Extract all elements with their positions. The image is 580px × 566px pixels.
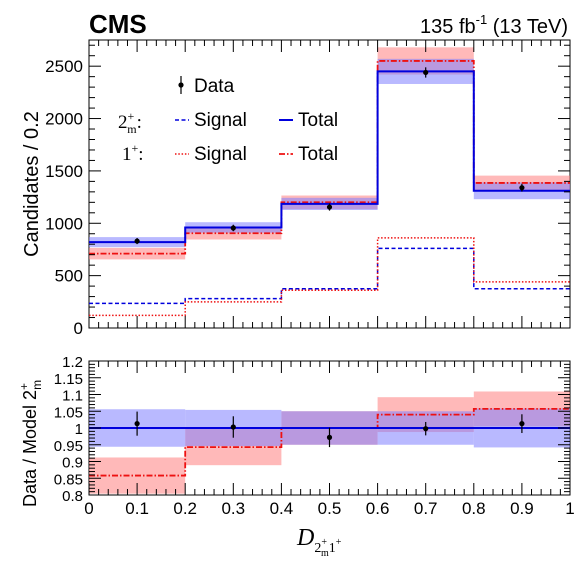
top-y-axis-title: Candidates / 0.2 (21, 111, 43, 257)
bot-y-tick-label-5: 1.05 (54, 404, 83, 421)
legend-2m-signal-label: Signal (194, 110, 247, 131)
bot-y-tick-label-4: 1 (75, 421, 83, 438)
legend-row1-sub: m (127, 122, 137, 136)
legend-data-marker (178, 82, 184, 88)
bot-data-point-4 (519, 421, 525, 427)
bot-data-point-2 (326, 434, 333, 440)
lumi-energy: (13 TeV) (487, 16, 568, 38)
top-data-point-2 (326, 204, 333, 210)
legend-2m-total-label: Total (298, 110, 338, 131)
bottom-y-title-sup: + (17, 383, 31, 390)
top-y-tick-label-1: 500 (55, 267, 83, 286)
bottom-data-points (134, 411, 525, 448)
x-title-sub-1: 1 (329, 541, 336, 556)
x-tick-label-9: 0.9 (510, 499, 534, 518)
legend-1p-signal-label: Signal (194, 144, 247, 165)
x-tick-label-10: 1 (565, 499, 574, 518)
top-y-tick-label-0: 0 (74, 319, 83, 338)
bot-y-tick-label-2: 0.9 (62, 455, 83, 472)
legend-row2-sup: + (132, 141, 139, 155)
x-title-sub-2-sub: m (321, 548, 329, 559)
axis-ticks: 050010001500200025000.80.850.90.9511.051… (45, 40, 575, 518)
x-title-sub-1-sup: + (336, 537, 342, 548)
top-1p-signal-line (89, 237, 570, 317)
bot-y-tick-label-1: 0.85 (54, 471, 83, 488)
lumi-value: 135 fb (420, 16, 476, 38)
x-title-sub-2: 2 (314, 541, 321, 556)
bot-data-point-0 (134, 421, 140, 427)
bottom-y-title-sub: m (30, 380, 44, 390)
top-data-points (134, 67, 525, 245)
bot-y-tick-label-0: 0.8 (62, 488, 83, 505)
legend-row1-sup: + (128, 109, 135, 123)
top-y-tick-label-2: 1000 (45, 214, 83, 233)
top-y-tick-label-3: 1500 (45, 162, 83, 181)
legend: Data 2+ m: Signal Total 1+: Signal Total (118, 76, 338, 165)
top-data-point-3 (423, 69, 429, 76)
legend-data-label: Data (194, 76, 235, 97)
experiment-label: CMS (89, 9, 147, 39)
lumi-exponent: -1 (476, 12, 488, 27)
top-data-point-0 (134, 238, 140, 244)
x-tick-label-5: 0.5 (318, 499, 342, 518)
top-y-tick-label-4: 2000 (45, 110, 83, 129)
top-data-point-4 (519, 185, 525, 191)
top-data-point-1 (230, 225, 236, 231)
x-tick-label-3: 0.3 (221, 499, 245, 518)
legend-row1-symbol: 2 (118, 112, 128, 133)
bot-y-tick-label-8: 1.2 (62, 354, 83, 371)
bot-y-tick-label-6: 1.1 (62, 388, 83, 405)
top-2m-signal-line (89, 247, 570, 305)
legend-row1-colon: : (137, 112, 142, 133)
legend-row2-symbol: 1 (122, 144, 132, 165)
legend-row2-hypothesis: 1+: (122, 141, 144, 165)
x-tick-label-1: 0.1 (125, 499, 149, 518)
legend-1p-total-label: Total (298, 144, 338, 165)
x-title-sub-2-sup: + (321, 537, 327, 548)
bot-data-point-1 (230, 424, 236, 430)
luminosity-label: 135 fb-1 (13 TeV) (420, 12, 568, 38)
x-tick-label-7: 0.7 (414, 499, 438, 518)
bottom-y-title-main: Data / Model 2 (20, 390, 40, 507)
x-tick-label-2: 0.2 (173, 499, 197, 518)
x-tick-label-6: 0.6 (366, 499, 390, 518)
top-y-tick-label-5: 2500 (45, 57, 83, 76)
legend-row2-colon: : (138, 144, 143, 165)
bot-y-tick-label-7: 1.15 (54, 371, 83, 388)
x-tick-label-0: 0 (84, 499, 93, 518)
x-title-D: D (296, 525, 314, 551)
legend-row1-hypothesis: 2+ m: (118, 109, 142, 136)
x-tick-label-4: 0.4 (270, 499, 294, 518)
x-axis-title: D2+ m1+ (296, 525, 342, 559)
bot-data-point-3 (423, 426, 429, 432)
x-tick-label-8: 0.8 (462, 499, 486, 518)
top-1p-total-line (89, 60, 570, 255)
bot-y-tick-label-3: 0.95 (54, 438, 83, 455)
bottom-y-axis-title: Data / Model 2+m (17, 380, 44, 507)
